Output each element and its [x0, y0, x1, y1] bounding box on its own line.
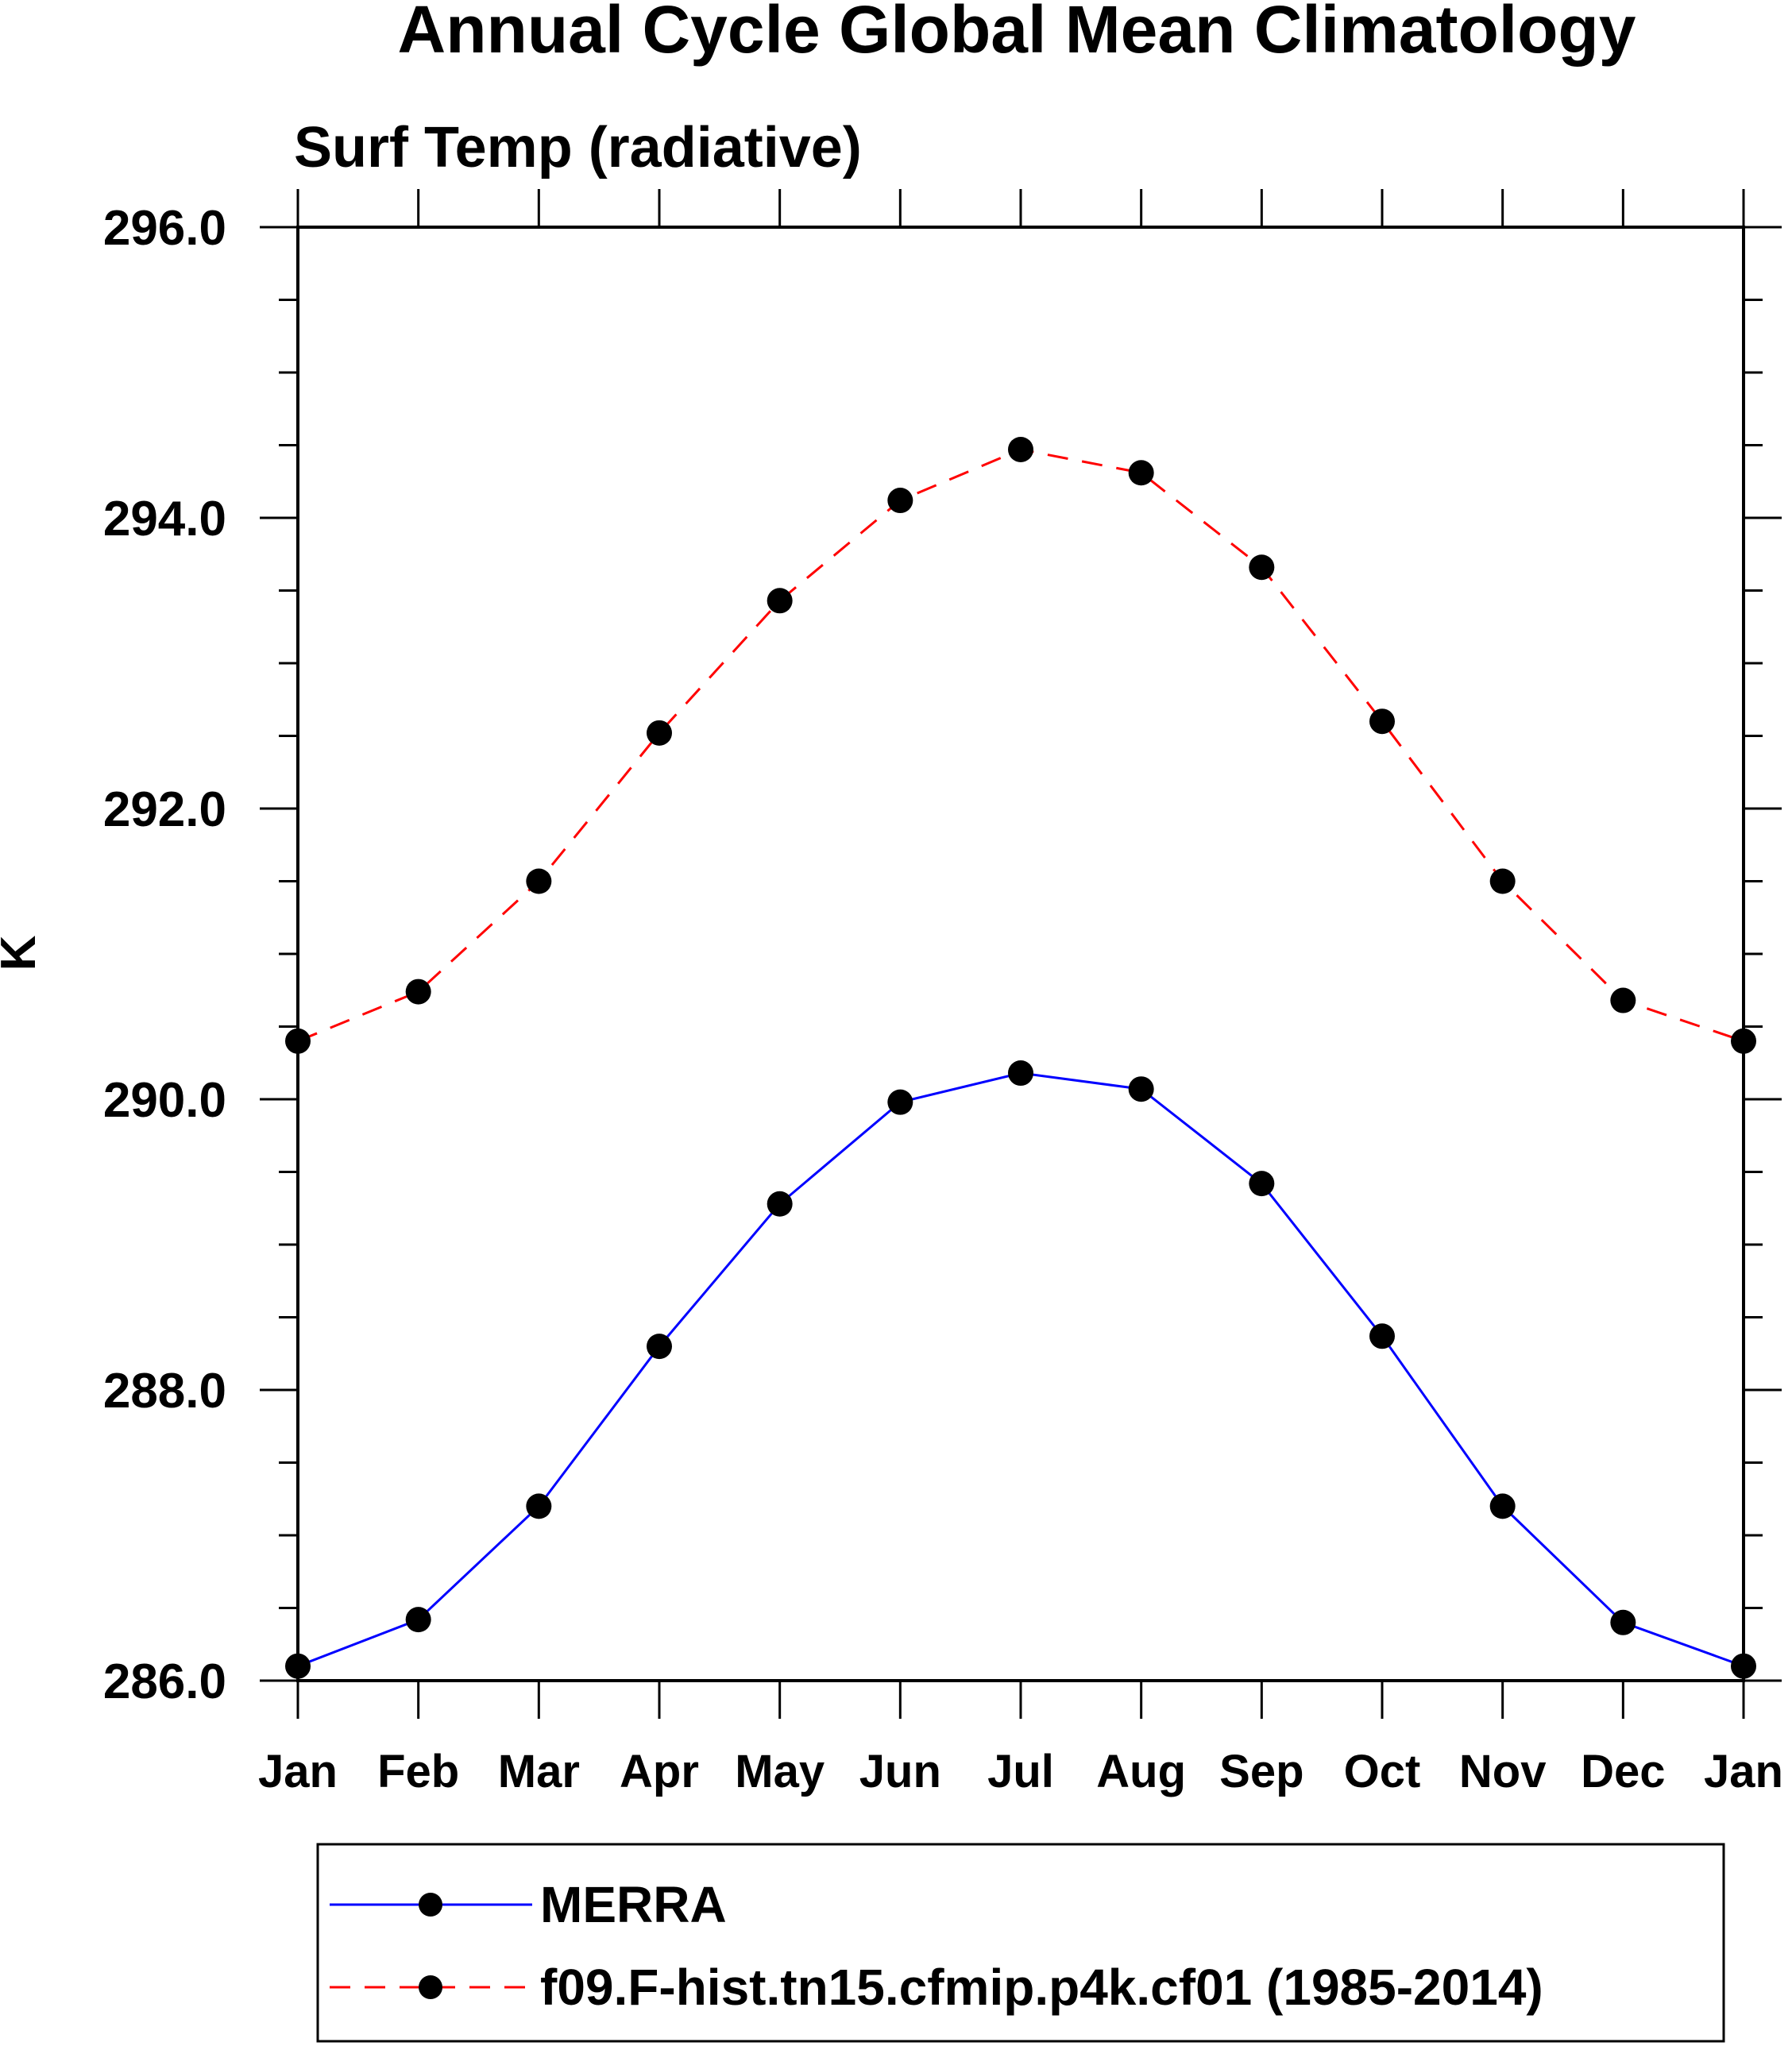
y-tick-label: 296.0 [103, 201, 226, 256]
series-1-point [526, 1493, 552, 1519]
series-1-point [647, 1334, 672, 1360]
series-2-point [887, 488, 913, 514]
series-2-point [1128, 460, 1154, 486]
plot-frame [296, 226, 1745, 1682]
x-tick-label: May [735, 1746, 825, 1797]
x-tick-label: Dec [1581, 1746, 1665, 1797]
x-tick-label: Jul [987, 1746, 1054, 1797]
x-tick-label: Jan [258, 1746, 338, 1797]
x-tick-label: Jan [1704, 1746, 1783, 1797]
x-tick-label: Aug [1096, 1746, 1186, 1797]
series-2-point [1610, 987, 1636, 1013]
x-tick-label: Jun [859, 1746, 941, 1797]
series-1-point [767, 1191, 793, 1217]
series-1-point [405, 1607, 431, 1633]
x-tick-label: Mar [498, 1746, 580, 1797]
y-axis: 286.0 288.0 290.0 292.0 294.0 296.0 [103, 201, 1782, 1709]
x-tick-label: Sep [1219, 1746, 1303, 1797]
series-1-point [887, 1089, 913, 1115]
y-axis-label: K [0, 935, 46, 971]
legend-box [316, 1843, 1725, 2043]
legend-marker-2 [419, 1975, 442, 1999]
x-axis: Jan Feb Mar Apr May Jun Jul Aug Sep Oct Nov Dec Jan [258, 189, 1783, 1797]
series-line-1 [297, 1071, 1744, 1668]
y-tick-label: 292.0 [103, 782, 226, 837]
y-tick-label: 290.0 [103, 1073, 226, 1128]
chart-title: Annual Cycle Global Mean Climatology [398, 0, 1636, 67]
series-2-point [1249, 554, 1275, 581]
series-1-point [1008, 1060, 1033, 1087]
series-1-point [1369, 1323, 1395, 1349]
series-line-2 [297, 448, 1744, 1043]
series-2-point [1369, 708, 1395, 735]
series-1-point [1610, 1609, 1636, 1635]
x-tick-label: Apr [620, 1746, 699, 1797]
series-2-point [526, 868, 552, 894]
series-2-point [767, 588, 793, 614]
y-tick-label: 294.0 [103, 492, 226, 546]
series-1-point [1128, 1076, 1154, 1102]
legend-marker-1 [419, 1893, 442, 1917]
legend-label-1: MERRA [540, 1876, 727, 1933]
legend-label-2: f09.F-hist.tn15.cfmip.p4k.cf01 (1985-201… [540, 1959, 1543, 2016]
series-2-point [647, 720, 672, 746]
legend: MERRA f09.F-hist.tn15.cfmip.p4k.cf01 (198… [316, 1843, 1725, 2043]
x-tick-label: Oct [1344, 1746, 1421, 1797]
x-tick-label: Feb [377, 1746, 459, 1797]
series-1-point [1249, 1171, 1275, 1197]
y-tick-label: 286.0 [103, 1654, 226, 1709]
x-tick-label: Nov [1459, 1746, 1547, 1797]
chart-subtitle: Surf Temp (radiative) [294, 116, 862, 180]
series-2-point [1008, 436, 1033, 462]
plot-series [285, 436, 1756, 1679]
series-2-point [1489, 868, 1516, 894]
y-tick-label: 288.0 [103, 1364, 226, 1419]
series-2-point [405, 979, 431, 1005]
series-1-point [1489, 1493, 1516, 1519]
